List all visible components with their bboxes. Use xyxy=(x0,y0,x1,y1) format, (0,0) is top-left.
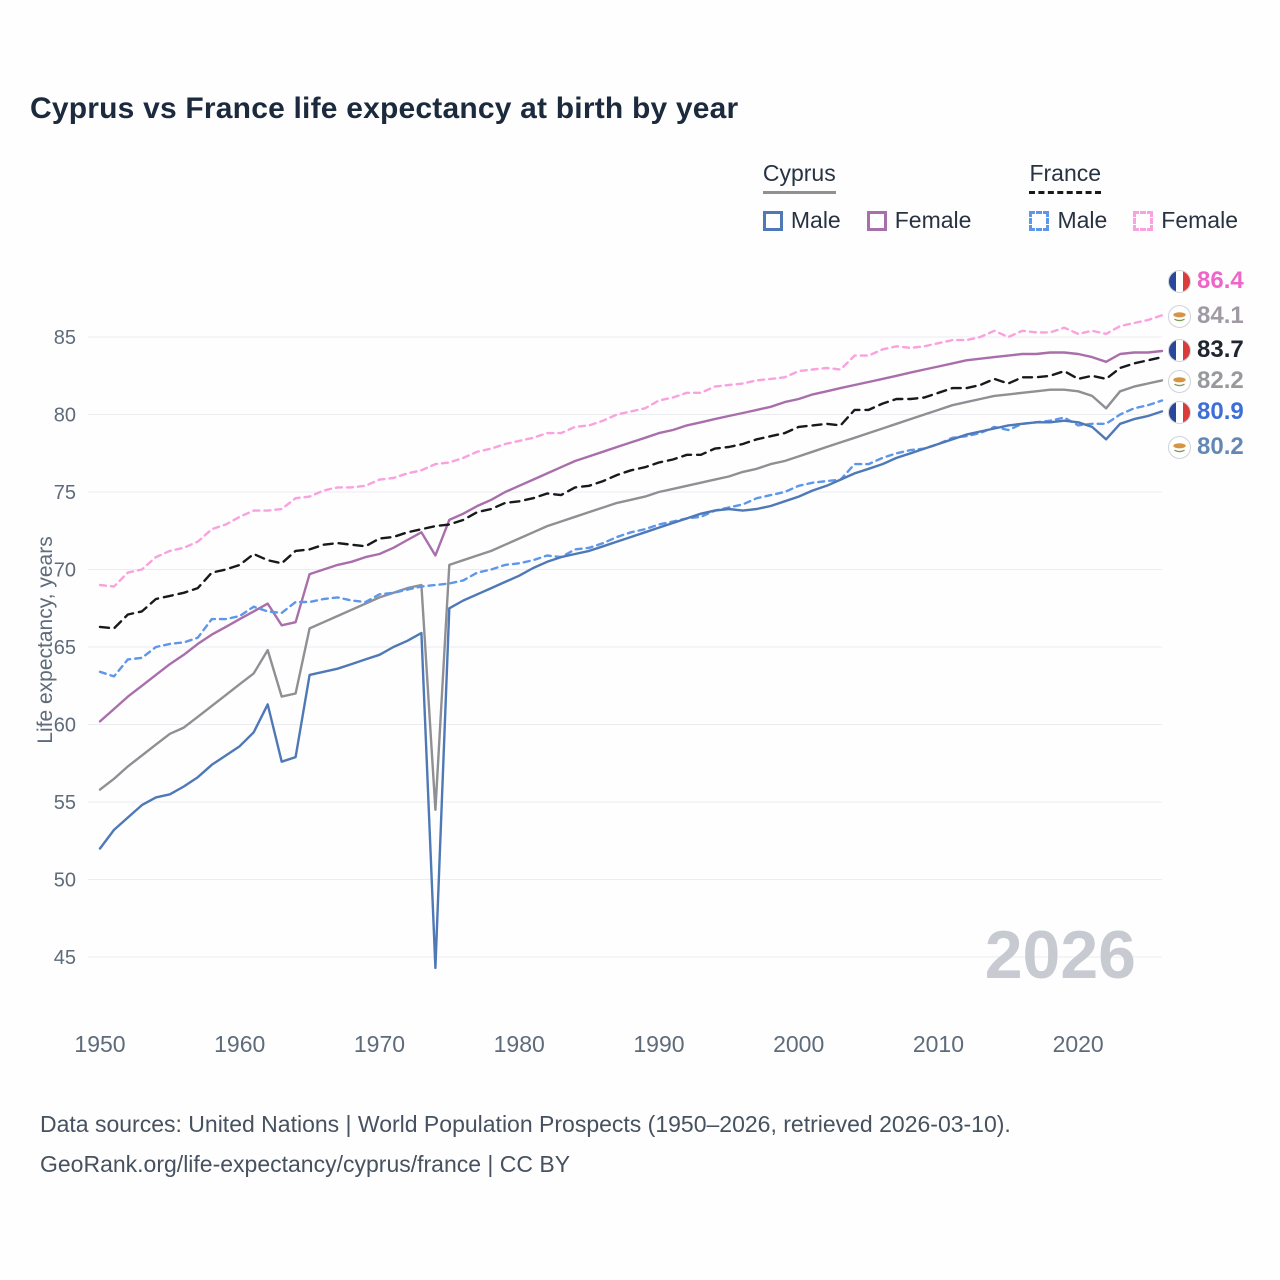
series-cyprus-female xyxy=(98,349,1164,723)
cyprus-male-swatch-icon xyxy=(762,210,783,231)
series-france-total xyxy=(98,355,1164,630)
france-male-swatch-icon xyxy=(1029,210,1050,231)
y-tick-label: 85 xyxy=(54,327,76,349)
cyprus-female-swatch-icon xyxy=(866,210,887,231)
x-tick-label: 1970 xyxy=(354,1031,405,1057)
legend-item-label: Female xyxy=(894,207,972,233)
x-tick-label: 1960 xyxy=(214,1031,265,1057)
legend-item-france-male[interactable]: Male xyxy=(1029,207,1107,234)
legend-item-label: Male xyxy=(790,207,841,233)
x-tick-label: 1950 xyxy=(74,1031,125,1057)
line-chart: 45 50 55 60 65 70 75 80 85 2026 1950 1960 1970 1980 19… xyxy=(54,314,1164,1057)
footer: Data sources: United Nations | World Pop… xyxy=(40,1104,1011,1184)
year-watermark: 2026 xyxy=(985,917,1136,993)
legend-item-label: Female xyxy=(1161,207,1238,233)
y-tick-label: 70 xyxy=(54,560,76,582)
legend-item-label: Male xyxy=(1057,207,1108,233)
x-tick-label: 1980 xyxy=(494,1031,545,1057)
series-france-female xyxy=(98,314,1164,588)
y-tick-label: 55 xyxy=(54,792,76,814)
x-tick-label: 2010 xyxy=(913,1031,964,1057)
y-tick-label: 80 xyxy=(54,405,76,427)
series-cyprus-total xyxy=(98,379,1164,811)
chart-area: 45 50 55 60 65 70 75 80 85 2026 1950 1960 1970 1980 19… xyxy=(30,250,1260,1090)
legend-header-cyprus: Cyprus xyxy=(762,160,836,194)
y-tick-label: 65 xyxy=(54,637,76,659)
georank-link[interactable]: GeoRank.org/life-expectancy/cyprus/franc… xyxy=(40,1151,571,1177)
y-tick-label: 60 xyxy=(54,715,76,737)
france-female-swatch-icon xyxy=(1133,210,1154,231)
legend-items-france: Male Female xyxy=(1029,207,1238,234)
x-tick-label: 2020 xyxy=(1053,1031,1104,1057)
page-title: Cyprus vs France life expectancy at birt… xyxy=(30,92,739,125)
data-sources-text: Data sources: United Nations | World Pop… xyxy=(40,1111,1011,1137)
legend-group-france: France Male Female xyxy=(1029,160,1238,234)
x-tick-label: 2000 xyxy=(773,1031,824,1057)
y-tick-label: 45 xyxy=(54,947,76,969)
y-tick-label: 75 xyxy=(54,482,76,504)
legend-items-cyprus: Male Female xyxy=(762,207,972,234)
legend-group-cyprus: Cyprus Male Female xyxy=(762,160,972,234)
legend-item-cyprus-female[interactable]: Female xyxy=(866,207,972,234)
legend-header-france: France xyxy=(1029,160,1102,194)
legend-item-cyprus-male[interactable]: Male xyxy=(762,207,841,234)
legend: Cyprus Male Female France Male xyxy=(762,160,1238,234)
legend-item-france-female[interactable]: Female xyxy=(1133,207,1238,234)
y-tick-label: 50 xyxy=(54,870,76,892)
series-cyprus-male xyxy=(98,410,1164,970)
x-tick-label: 1990 xyxy=(633,1031,684,1057)
